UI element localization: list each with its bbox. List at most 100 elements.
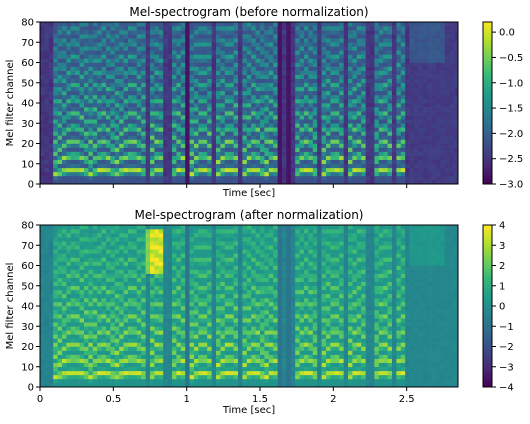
- heatmap-cell: [242, 123, 247, 127]
- heatmap-cell: [330, 176, 335, 180]
- heatmap-cell: [370, 135, 375, 139]
- heatmap-cell: [110, 326, 115, 330]
- heatmap-cell: [128, 34, 133, 38]
- heatmap-cell: [66, 50, 71, 54]
- heatmap-cell: [110, 135, 115, 139]
- heatmap-cell: [238, 87, 243, 91]
- heatmap-cell: [216, 111, 221, 115]
- heatmap-cell: [53, 310, 58, 314]
- heatmap-cell: [124, 241, 129, 245]
- heatmap-cell: [308, 176, 313, 180]
- heatmap-cell: [440, 123, 445, 127]
- heatmap-cell: [154, 71, 159, 75]
- heatmap-cell: [66, 314, 71, 318]
- heatmap-cell: [344, 58, 349, 62]
- heatmap-cell: [49, 119, 54, 123]
- heatmap-cell: [71, 326, 76, 330]
- heatmap-cell: [71, 257, 76, 261]
- heatmap-cell: [445, 95, 450, 99]
- heatmap-cell: [291, 87, 296, 91]
- heatmap-cell: [106, 103, 111, 107]
- heatmap-cell: [440, 71, 445, 75]
- heatmap-cell: [137, 123, 142, 127]
- heatmap-cell: [146, 229, 151, 233]
- heatmap-cell: [300, 168, 305, 172]
- heatmap-cell: [49, 314, 54, 318]
- heatmap-cell: [106, 119, 111, 123]
- heatmap-cell: [304, 148, 309, 152]
- heatmap-cell: [392, 176, 397, 180]
- heatmap-cell: [278, 127, 283, 131]
- heatmap-cell: [194, 63, 199, 67]
- heatmap-cell: [405, 71, 410, 75]
- heatmap-cell: [71, 22, 76, 26]
- heatmap-cell: [119, 266, 124, 270]
- heatmap-cell: [124, 46, 129, 50]
- heatmap-cell: [172, 144, 177, 148]
- heatmap-cell: [190, 176, 195, 180]
- heatmap-cell: [449, 172, 454, 176]
- heatmap-cell: [190, 135, 195, 139]
- heatmap-cell: [102, 359, 107, 363]
- heatmap-cell: [93, 314, 98, 318]
- heatmap-cell: [185, 139, 190, 143]
- heatmap-cell: [49, 168, 54, 172]
- heatmap-cell: [75, 87, 80, 91]
- heatmap-cell: [264, 123, 269, 127]
- heatmap-cell: [432, 83, 437, 87]
- y-tick-label: 0: [28, 180, 34, 191]
- heatmap-cell: [176, 148, 181, 152]
- heatmap-cell: [234, 79, 239, 83]
- heatmap-cell: [220, 67, 225, 71]
- heatmap-cell: [93, 241, 98, 245]
- heatmap-cell: [84, 326, 89, 330]
- heatmap-cell: [414, 87, 419, 91]
- heatmap-cell: [308, 71, 313, 75]
- heatmap-cell: [62, 95, 67, 99]
- heatmap-cell: [181, 139, 186, 143]
- heatmap-cell: [80, 330, 85, 334]
- heatmap-cell: [432, 91, 437, 95]
- heatmap-cell: [141, 359, 146, 363]
- heatmap-cell: [66, 42, 71, 46]
- heatmap-cell: [339, 87, 344, 91]
- heatmap-cell: [168, 34, 173, 38]
- heatmap-cell: [401, 79, 406, 83]
- heatmap-cell: [71, 375, 76, 379]
- heatmap-cell: [269, 22, 274, 26]
- heatmap-cell: [159, 54, 164, 58]
- heatmap-cell: [110, 347, 115, 351]
- heatmap-cell: [71, 347, 76, 351]
- heatmap-cell: [66, 261, 71, 265]
- heatmap-cell: [300, 26, 305, 30]
- heatmap-cell: [141, 131, 146, 135]
- heatmap-cell: [313, 50, 318, 54]
- heatmap-cell: [150, 63, 155, 67]
- heatmap-cell: [40, 286, 45, 290]
- heatmap-cell: [190, 34, 195, 38]
- heatmap-cell: [137, 318, 142, 322]
- heatmap-cell: [137, 351, 142, 355]
- heatmap-cell: [172, 54, 177, 58]
- heatmap-cell: [383, 42, 388, 46]
- heatmap-cell: [295, 54, 300, 58]
- heatmap-cell: [251, 22, 256, 26]
- heatmap-cell: [273, 107, 278, 111]
- heatmap-cell: [137, 46, 142, 50]
- heatmap-cell: [172, 95, 177, 99]
- heatmap-cell: [242, 152, 247, 156]
- heatmap-cell: [366, 50, 371, 54]
- heatmap-cell: [49, 257, 54, 261]
- heatmap-cell: [322, 79, 327, 83]
- heatmap-cell: [414, 160, 419, 164]
- heatmap-cell: [423, 144, 428, 148]
- heatmap-cell: [383, 107, 388, 111]
- heatmap-cell: [88, 286, 93, 290]
- heatmap-cell: [295, 46, 300, 50]
- heatmap-cell: [392, 67, 397, 71]
- heatmap-cell: [286, 38, 291, 42]
- heatmap-cell: [110, 371, 115, 375]
- heatmap-cell: [317, 148, 322, 152]
- heatmap-cell: [251, 135, 256, 139]
- heatmap-cell: [440, 50, 445, 54]
